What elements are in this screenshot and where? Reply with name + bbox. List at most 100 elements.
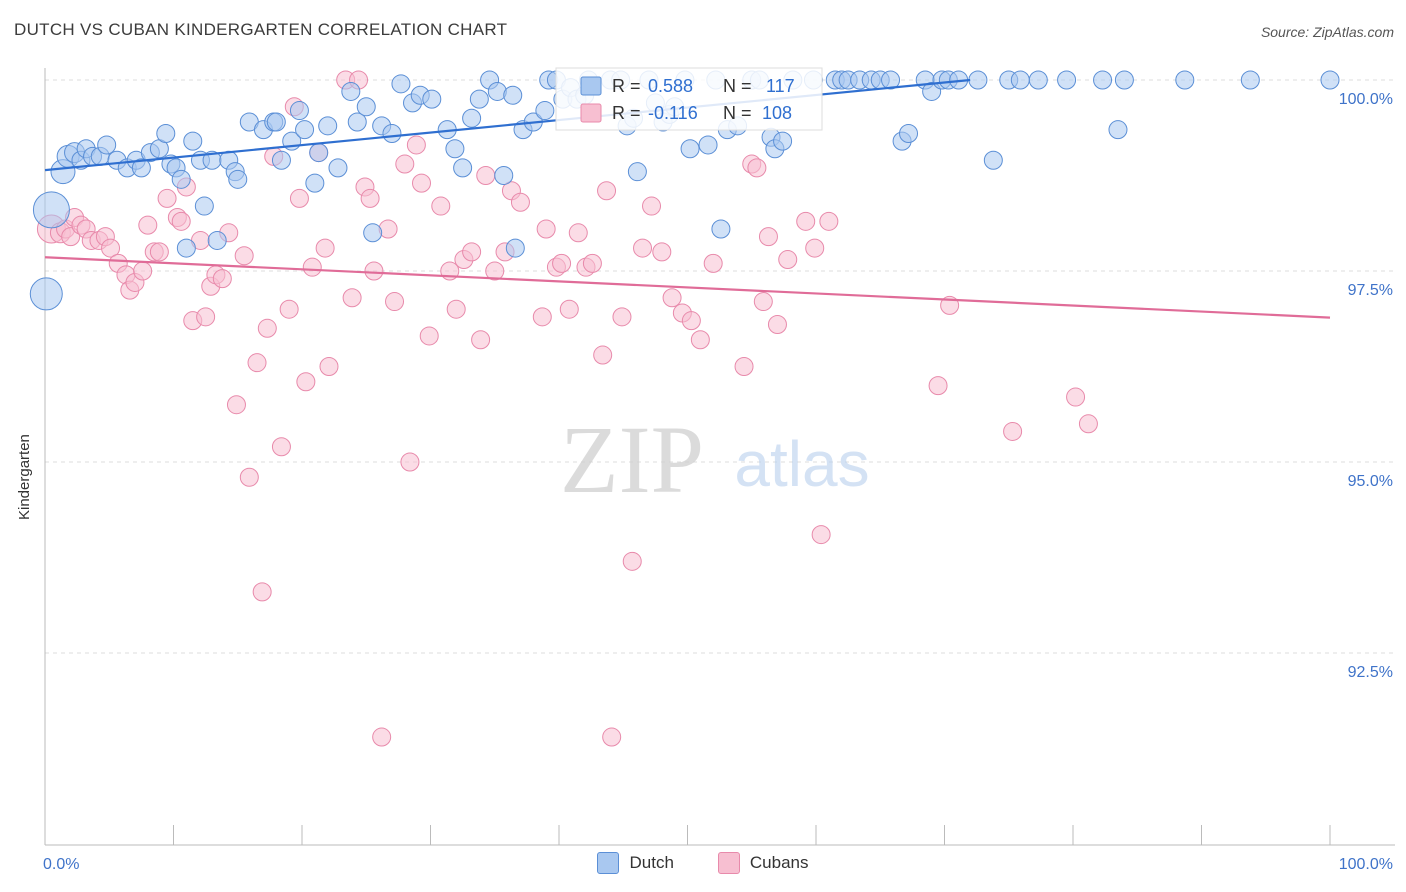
cubans-point	[172, 212, 190, 230]
cubans-point	[290, 189, 308, 207]
cubans-point	[623, 552, 641, 570]
dutch-point	[329, 159, 347, 177]
cubans-n-value: 108	[762, 103, 792, 123]
cubans-point	[320, 358, 338, 376]
cubans-point	[634, 239, 652, 257]
cubans-point	[1079, 415, 1097, 433]
dutch-point	[184, 132, 202, 150]
dutch-n-value: 117	[766, 76, 795, 96]
cubans-point	[472, 331, 490, 349]
cubans-point	[682, 312, 700, 330]
cubans-point	[158, 189, 176, 207]
cubans-point	[139, 216, 157, 234]
gridlines	[45, 80, 1395, 653]
cubans-point	[407, 136, 425, 154]
cubans-point	[779, 251, 797, 269]
cubans-point	[613, 308, 631, 326]
dutch-stats-swatch	[581, 77, 601, 95]
cubans-point	[316, 239, 334, 257]
dutch-point	[195, 197, 213, 215]
dutch-point	[272, 151, 290, 169]
dutch-point	[1115, 71, 1133, 89]
dutch-r-label: R =	[612, 76, 641, 96]
dutch-point	[984, 151, 1002, 169]
cubans-point	[735, 358, 753, 376]
cubans-point	[653, 243, 671, 261]
cubans-point	[533, 308, 551, 326]
cubans-point	[759, 228, 777, 246]
cubans-point	[797, 212, 815, 230]
dutch-point	[506, 239, 524, 257]
cubans-point	[248, 354, 266, 372]
watermark-atlas: atlas	[734, 428, 869, 500]
cubans-stats-swatch	[581, 104, 601, 122]
watermark-zip: ZIP	[560, 406, 704, 513]
cubans-point	[603, 728, 621, 746]
dutch-point	[1241, 71, 1259, 89]
cubans-point	[227, 396, 245, 414]
cubans-point	[432, 197, 450, 215]
cubans-point	[272, 438, 290, 456]
cubans-point	[373, 728, 391, 746]
cubans-point	[1067, 388, 1085, 406]
dutch-point	[628, 163, 646, 181]
cubans-point	[768, 315, 786, 333]
cubans-point	[663, 289, 681, 307]
cubans-point	[569, 224, 587, 242]
dutch-point	[229, 170, 247, 188]
dutch-point	[1109, 121, 1127, 139]
cubans-point	[511, 193, 529, 211]
cubans-point	[235, 247, 253, 265]
cubans-swatch	[718, 852, 740, 874]
cubans-point	[361, 189, 379, 207]
cubans-point	[812, 526, 830, 544]
cubans-r-label: R =	[612, 103, 641, 123]
dutch-point	[470, 90, 488, 108]
cubans-point	[463, 243, 481, 261]
dutch-point	[454, 159, 472, 177]
dutch-point	[33, 192, 69, 228]
cubans-point	[280, 300, 298, 318]
cubans-n-label: N =	[723, 103, 752, 123]
dutch-point	[30, 278, 62, 310]
dutch-point	[1011, 71, 1029, 89]
cubans-point	[583, 254, 601, 272]
dutch-n-label: N =	[723, 76, 752, 96]
cubans-point	[691, 331, 709, 349]
cubans-point	[754, 293, 772, 311]
dutch-point	[177, 239, 195, 257]
cubans-point	[594, 346, 612, 364]
cubans-point	[213, 270, 231, 288]
dutch-point	[172, 170, 190, 188]
cubans-point	[447, 300, 465, 318]
dutch-point	[1176, 71, 1194, 89]
dutch-point	[267, 113, 285, 131]
y-tick-label: 92.5%	[1348, 664, 1393, 681]
cubans-point	[197, 308, 215, 326]
dutch-point	[157, 124, 175, 142]
dutch-point	[1058, 71, 1076, 89]
cubans-point	[150, 243, 168, 261]
cubans-point	[386, 293, 404, 311]
dutch-point	[306, 174, 324, 192]
cubans-point	[477, 167, 495, 185]
cubans-point	[401, 453, 419, 471]
cubans-point	[929, 377, 947, 395]
stats-box: R = 0.588 N = 117 R = -0.116 N = 108	[556, 68, 822, 130]
cubans-point	[396, 155, 414, 173]
dutch-swatch	[597, 852, 619, 874]
dutch-point	[681, 140, 699, 158]
cubans-point	[253, 583, 271, 601]
dutch-point	[1094, 71, 1112, 89]
cubans-point	[553, 254, 571, 272]
legend-item-dutch[interactable]: Dutch	[597, 852, 673, 874]
legend-item-cubans[interactable]: Cubans	[718, 852, 809, 874]
cubans-point	[365, 262, 383, 280]
dutch-point	[774, 132, 792, 150]
legend-label-dutch: Dutch	[629, 853, 673, 873]
dutch-point	[392, 75, 410, 93]
cubans-point	[420, 327, 438, 345]
cubans-point	[343, 289, 361, 307]
y-tick-label: 100.0%	[1339, 91, 1393, 108]
axes	[45, 68, 1395, 845]
